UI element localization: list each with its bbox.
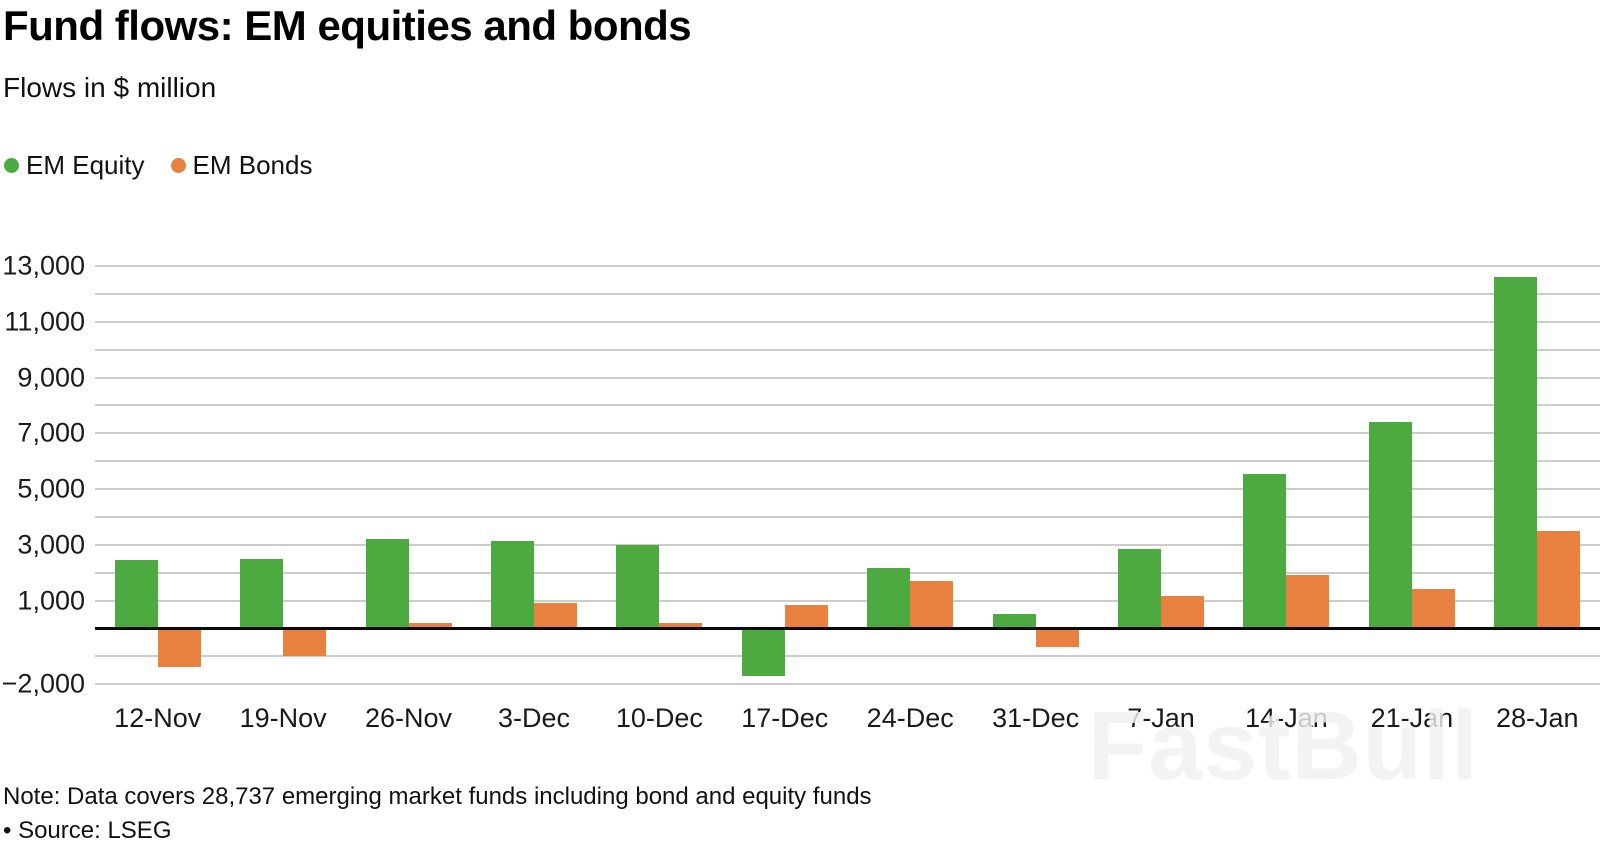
chart-title: Fund flows: EM equities and bonds <box>3 2 692 49</box>
y-gridline <box>95 655 1600 658</box>
bar-em-bonds <box>910 581 954 629</box>
y-axis-tick-label: 7,000 <box>17 417 85 448</box>
bar-em-equity <box>1494 277 1538 629</box>
x-axis-tick-label: 14-Jan <box>1245 703 1328 733</box>
bar-em-bonds <box>1411 589 1455 629</box>
y-gridline <box>95 599 1600 602</box>
y-gridline <box>95 543 1600 546</box>
y-axis-tick-label: 3,000 <box>17 529 85 560</box>
footnote: Note: Data covers 28,737 emerging market… <box>3 783 872 810</box>
bar-em-bonds <box>1537 530 1581 629</box>
x-axis-tick-label: 7-Jan <box>1127 703 1195 733</box>
x-axis-tick-label: 26-Nov <box>365 703 453 733</box>
legend-label: EM Bonds <box>192 150 313 180</box>
y-axis-tick-label: 5,000 <box>17 473 85 504</box>
y-gridline <box>95 265 1600 268</box>
bar-em-equity <box>1368 422 1412 629</box>
chart-subtitle: Flows in $ million <box>3 72 217 103</box>
x-axis-tick-label: 24-Dec <box>866 703 954 733</box>
bar-em-equity <box>1243 473 1287 629</box>
bar-em-bonds <box>1286 575 1330 629</box>
legend-label: EM Equity <box>26 150 145 180</box>
y-axis-tick-label: −2,000 <box>1 668 85 699</box>
y-gridline <box>95 404 1600 407</box>
bar-em-bonds <box>283 628 327 657</box>
x-axis-tick-label: 17-Dec <box>741 703 829 733</box>
x-axis-tick-label: 19-Nov <box>239 703 327 733</box>
bar-em-equity <box>616 544 660 629</box>
y-axis-tick-label: 11,000 <box>4 306 85 337</box>
watermark: FastBull <box>1088 691 1479 800</box>
legend-dot-icon <box>170 158 186 173</box>
y-gridline <box>95 515 1600 518</box>
bar-em-equity <box>114 560 158 629</box>
bar-em-bonds <box>1161 596 1205 629</box>
y-gridline <box>95 460 1600 463</box>
x-axis-tick-label: 21-Jan <box>1370 703 1454 733</box>
legend-item-em-equity: EM Equity <box>4 150 145 181</box>
bar-em-bonds <box>408 622 452 629</box>
y-gridline <box>95 571 1600 574</box>
bar-em-bonds <box>533 603 577 629</box>
x-axis-tick-label: 28-Jan <box>1496 703 1579 733</box>
x-axis-tick-label: 12-Nov <box>114 703 202 733</box>
y-gridline <box>95 488 1600 491</box>
y-axis-tick-label: 13,000 <box>2 250 85 281</box>
x-axis-tick-label: 10-Dec <box>615 703 703 733</box>
bar-em-bonds <box>157 628 201 668</box>
bar-em-equity <box>867 568 911 629</box>
bar-em-equity <box>240 558 284 629</box>
bar-em-bonds <box>659 622 703 629</box>
bar-em-equity <box>365 539 409 629</box>
bar-em-bonds <box>1035 628 1079 647</box>
chart-legend: EM Equity EM Bonds <box>4 150 312 181</box>
y-axis-tick-label: 9,000 <box>17 362 85 393</box>
source-line: • Source: LSEG <box>3 817 172 844</box>
bar-em-bonds <box>784 604 828 629</box>
bar-em-equity <box>1118 548 1162 629</box>
bar-em-equity <box>992 614 1036 629</box>
bar-em-equity <box>741 628 785 676</box>
legend-item-em-bonds: EM Bonds <box>170 150 313 181</box>
y-gridline <box>95 432 1600 435</box>
y-axis-tick-label: 1,000 <box>17 585 85 616</box>
legend-dot-icon <box>4 158 19 173</box>
y-gridline <box>95 320 1600 323</box>
x-axis-tick-label: 3-Dec <box>497 703 570 733</box>
y-gridline <box>95 293 1600 295</box>
x-axis-tick-label: 31-Dec <box>992 703 1080 733</box>
y-gridline <box>95 348 1600 351</box>
zero-axis-line <box>95 626 1600 630</box>
y-gridline <box>95 376 1600 379</box>
y-gridline <box>95 683 1600 686</box>
bar-em-equity <box>490 540 534 629</box>
